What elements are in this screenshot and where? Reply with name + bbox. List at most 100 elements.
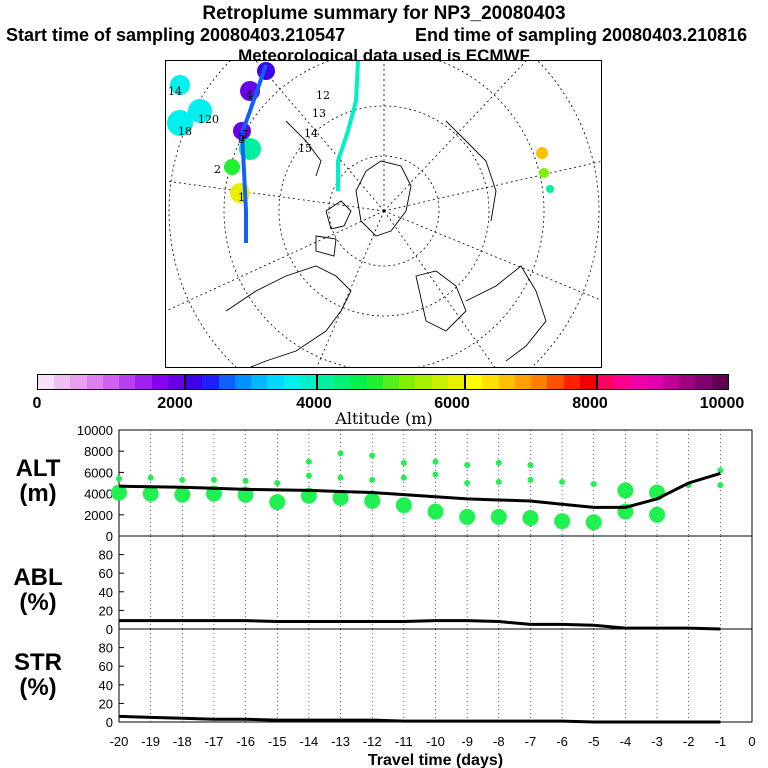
- plume-cluster-point: [590, 481, 597, 488]
- plume-cluster-point: [527, 461, 534, 468]
- x-tick-label: -4: [620, 734, 632, 749]
- colorbar-swatch: [614, 375, 631, 389]
- plume-cluster-point: [432, 471, 439, 478]
- plume-cluster-point: [554, 513, 571, 530]
- scandinavia-coast: [415, 270, 467, 332]
- colorbar-swatch: [695, 375, 712, 389]
- colorbar-swatch: [350, 375, 367, 389]
- plume-cluster-point: [490, 508, 507, 525]
- map-day-label: 1: [238, 191, 245, 204]
- colorbar-swatch: [119, 375, 136, 389]
- colorbar-swatch: [630, 375, 647, 389]
- colorbar-swatch: [334, 375, 351, 389]
- x-tick-label: -15: [268, 734, 287, 749]
- plume-cluster-point: [495, 478, 502, 485]
- colorbar-swatch: [135, 375, 152, 389]
- plume-cluster-point: [495, 459, 502, 466]
- colorbar-swatch: [86, 375, 103, 389]
- colorbar-swatch: [662, 375, 680, 389]
- y-tick-label: 0: [106, 715, 113, 730]
- y-tick-label: 20: [99, 696, 113, 711]
- map-day-label: 2: [214, 163, 221, 176]
- plume-cluster-point: [269, 494, 286, 511]
- colorbar-swatch: [202, 375, 219, 389]
- colorbar-swatch: [167, 375, 187, 389]
- latitude-circle: [223, 61, 545, 367]
- x-tick-label: 0: [748, 734, 755, 749]
- y-tick-label: 80: [99, 548, 113, 563]
- map-day-label: 3: [238, 133, 245, 146]
- russia-coast: [465, 265, 547, 362]
- map-day-label: 18: [178, 125, 192, 138]
- plume-cluster-point: [432, 458, 439, 465]
- plume-cluster-point: [559, 478, 566, 485]
- plume-cluster-point: [305, 458, 312, 465]
- plume-position-marker: [224, 159, 240, 175]
- plume-cluster-point: [464, 480, 471, 486]
- map-day-label: 4: [246, 89, 253, 102]
- plume-cluster-point: [364, 493, 381, 510]
- y-tick-label: 40: [99, 678, 113, 693]
- x-tick-label: -5: [588, 734, 600, 749]
- map-day-label: 5: [238, 131, 245, 144]
- plume-cluster-point: [111, 484, 127, 501]
- plume-cluster-point: [274, 480, 281, 486]
- siberia-coast: [445, 120, 497, 222]
- colorbar-swatch: [366, 375, 383, 389]
- y-tick-label: 10000: [77, 423, 113, 438]
- alt-side-text: ALT (m): [15, 455, 61, 507]
- x-tick-label: -20: [110, 734, 129, 749]
- colorbar-swatch: [38, 375, 55, 389]
- y-tick-label: 0: [106, 622, 113, 637]
- y-tick-label: 80: [99, 641, 113, 656]
- colorbar-swatch: [54, 375, 71, 389]
- y-tick-label: 8000: [84, 444, 113, 459]
- plume-cluster-point: [585, 514, 602, 531]
- colorbar-swatch: [186, 375, 203, 389]
- y-tick-label: 6000: [84, 465, 113, 480]
- x-tick-label: -11: [395, 734, 413, 749]
- map-day-label: 120: [198, 113, 219, 126]
- colorbar-swatch: [482, 375, 499, 389]
- colorbar-swatch: [218, 375, 235, 389]
- plume-cluster-point: [142, 485, 159, 502]
- north-america-coast: [225, 265, 352, 367]
- plume-cluster-point: [147, 474, 154, 481]
- plume-cluster-point: [400, 474, 407, 481]
- plume-track-west: [239, 64, 268, 243]
- plume-cluster-point: [179, 476, 186, 483]
- plume-cluster-point: [305, 472, 312, 479]
- plume-cluster-point: [649, 506, 666, 523]
- colorbar-swatch: [431, 375, 448, 389]
- plume-cluster-point: [210, 476, 217, 483]
- plume-cluster-point: [337, 474, 344, 481]
- colorbar-swatch: [267, 375, 284, 389]
- colorbar-swatch: [102, 375, 120, 389]
- map-day-label: 12: [316, 89, 330, 102]
- x-tick-label: -12: [363, 734, 382, 749]
- str-series-line: [118, 714, 721, 724]
- colorbar-swatch: [251, 375, 268, 389]
- retroplume-map: 1 2 3 4 5 7 12 13 14 15 14 18 120: [165, 60, 602, 368]
- colorbar-swatch: [415, 375, 432, 389]
- chart-title: Retroplume summary for NP3_20080403: [202, 3, 566, 24]
- alt-side-label: ALT (m): [6, 456, 70, 506]
- plume-cluster-point: [400, 459, 407, 466]
- y-tick-label: 60: [99, 566, 113, 581]
- plume-cluster-point: [717, 482, 724, 489]
- x-tick-label: -2: [683, 734, 695, 749]
- x-axis-title: Travel time (days): [368, 752, 503, 768]
- alaska-coast: [285, 120, 322, 177]
- plume-cluster-point: [617, 482, 634, 499]
- colorbar-tick-label: 6000: [434, 395, 470, 412]
- colorbar-swatch: [563, 375, 580, 389]
- x-tick-label: -7: [525, 734, 537, 749]
- x-tick-label: -9: [461, 734, 473, 749]
- plume-cluster-point: [174, 486, 191, 503]
- plume-position-marker: [170, 75, 190, 95]
- x-tick-label: -14: [300, 734, 319, 749]
- colorbar-swatch: [447, 375, 467, 389]
- x-tick-label: -16: [236, 734, 255, 749]
- colorbar-swatch: [646, 375, 663, 389]
